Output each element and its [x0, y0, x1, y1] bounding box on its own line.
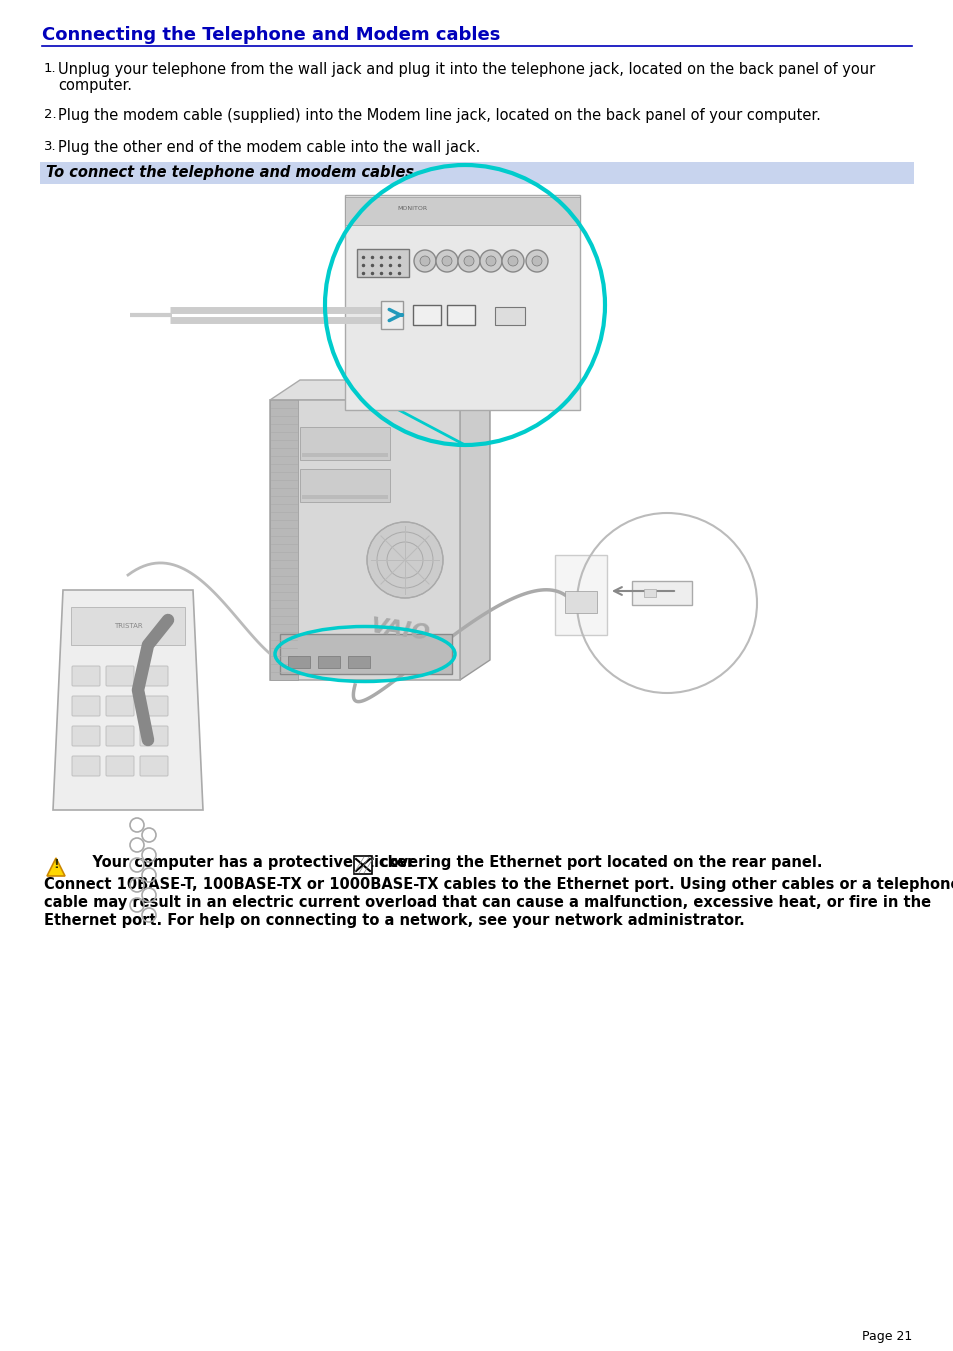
- Circle shape: [414, 250, 436, 272]
- Bar: [270, 400, 459, 680]
- Circle shape: [532, 255, 541, 266]
- Circle shape: [525, 250, 547, 272]
- FancyBboxPatch shape: [106, 696, 133, 716]
- Text: Page 21: Page 21: [861, 1329, 911, 1343]
- Bar: [555, 555, 606, 635]
- Text: TRISTAR: TRISTAR: [113, 623, 142, 630]
- FancyBboxPatch shape: [140, 666, 168, 686]
- Bar: [631, 581, 691, 605]
- Text: cable may result in an electric current overload that can cause a malfunction, e: cable may result in an electric current …: [44, 894, 930, 911]
- Polygon shape: [47, 858, 65, 875]
- Text: Connecting the Telephone and Modem cables: Connecting the Telephone and Modem cable…: [42, 26, 500, 45]
- Text: 2.: 2.: [44, 108, 56, 122]
- Circle shape: [436, 250, 457, 272]
- Bar: [302, 453, 388, 457]
- FancyBboxPatch shape: [140, 757, 168, 775]
- Bar: [348, 657, 370, 667]
- FancyBboxPatch shape: [106, 725, 133, 746]
- Text: covering the Ethernet port located on the rear panel.: covering the Ethernet port located on th…: [379, 855, 821, 870]
- FancyBboxPatch shape: [106, 666, 133, 686]
- Text: !: !: [53, 858, 59, 870]
- Text: computer.: computer.: [58, 78, 132, 93]
- Bar: [643, 589, 656, 597]
- Text: Plug the modem cable (supplied) into the Modem line jack, located on the back pa: Plug the modem cable (supplied) into the…: [58, 108, 820, 123]
- Text: Plug the other end of the modem cable into the wall jack.: Plug the other end of the modem cable in…: [58, 141, 480, 155]
- Bar: [345, 195, 579, 409]
- Circle shape: [441, 255, 452, 266]
- Bar: [71, 607, 185, 644]
- Bar: [345, 197, 579, 226]
- Text: 1.: 1.: [44, 62, 56, 76]
- Bar: [288, 657, 310, 667]
- Circle shape: [367, 521, 442, 598]
- Circle shape: [479, 250, 501, 272]
- Text: To connect the telephone and modem cables: To connect the telephone and modem cable…: [46, 165, 414, 180]
- Text: VAIO: VAIO: [369, 616, 431, 644]
- Polygon shape: [53, 590, 203, 811]
- FancyBboxPatch shape: [71, 725, 100, 746]
- Bar: [380, 301, 402, 330]
- Circle shape: [457, 250, 479, 272]
- FancyBboxPatch shape: [140, 725, 168, 746]
- Bar: [317, 657, 339, 667]
- Bar: [40, 162, 913, 184]
- Bar: [413, 305, 440, 326]
- Polygon shape: [270, 380, 490, 400]
- FancyBboxPatch shape: [71, 696, 100, 716]
- Text: Unplug your telephone from the wall jack and plug it into the telephone jack, lo: Unplug your telephone from the wall jack…: [58, 62, 874, 77]
- Bar: [302, 494, 388, 499]
- Circle shape: [419, 255, 430, 266]
- Bar: [356, 249, 409, 277]
- Text: Ethernet port. For help on connecting to a network, see your network administrat: Ethernet port. For help on connecting to…: [44, 913, 744, 928]
- Bar: [299, 469, 390, 503]
- Text: MONITOR: MONITOR: [396, 205, 427, 211]
- Text: 3.: 3.: [44, 141, 56, 153]
- Bar: [299, 427, 390, 459]
- Circle shape: [501, 250, 523, 272]
- Circle shape: [463, 255, 474, 266]
- Text: Connect 10BASE-T, 100BASE-TX or 1000BASE-TX cables to the Ethernet port. Using o: Connect 10BASE-T, 100BASE-TX or 1000BASE…: [44, 877, 953, 892]
- FancyBboxPatch shape: [140, 696, 168, 716]
- Bar: [447, 305, 475, 326]
- Polygon shape: [459, 380, 490, 680]
- Text: Your computer has a protective sticker: Your computer has a protective sticker: [71, 855, 414, 870]
- Bar: [564, 590, 597, 613]
- Circle shape: [485, 255, 496, 266]
- FancyBboxPatch shape: [71, 757, 100, 775]
- Bar: [354, 857, 372, 874]
- FancyBboxPatch shape: [106, 757, 133, 775]
- Bar: [270, 400, 297, 680]
- Circle shape: [507, 255, 517, 266]
- Bar: [280, 634, 452, 674]
- Bar: [495, 307, 524, 326]
- FancyBboxPatch shape: [71, 666, 100, 686]
